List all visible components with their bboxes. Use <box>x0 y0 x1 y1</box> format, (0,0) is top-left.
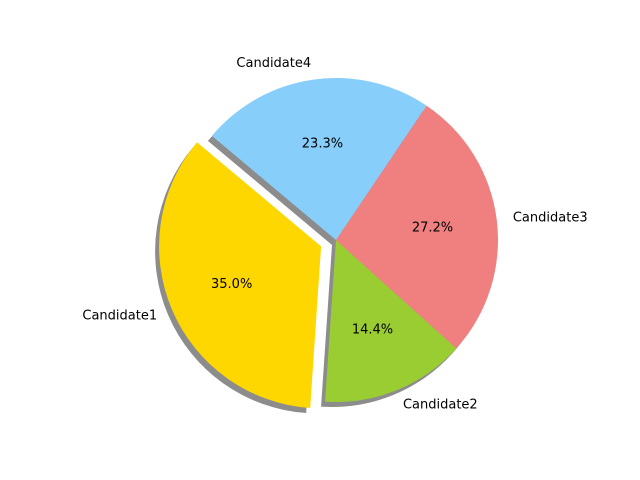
pie-label-candidate2: Candidate2 <box>403 398 478 413</box>
pie-percent-candidate3: 27.2% <box>412 221 453 236</box>
pie-label-candidate3: Candidate3 <box>513 211 588 226</box>
pie-percent-candidate2: 14.4% <box>352 323 393 338</box>
pie-slice-candidate1 <box>159 142 322 408</box>
pie-slice-candidate3 <box>336 105 499 349</box>
pie-percent-candidate1: 35.0% <box>211 277 252 292</box>
pie-label-group: Candidate1 35.0% Candidate2 14.4% Candidate3… <box>82 56 587 413</box>
pie-slice-candidate4 <box>211 78 427 240</box>
pie-label-candidate4: Candidate4 <box>236 56 311 71</box>
pie-slice-candidate2 <box>325 240 457 402</box>
pie-label-candidate1: Candidate1 <box>82 309 157 324</box>
pie-wedge-group <box>159 78 499 408</box>
pie-percent-candidate4: 23.3% <box>302 136 343 151</box>
